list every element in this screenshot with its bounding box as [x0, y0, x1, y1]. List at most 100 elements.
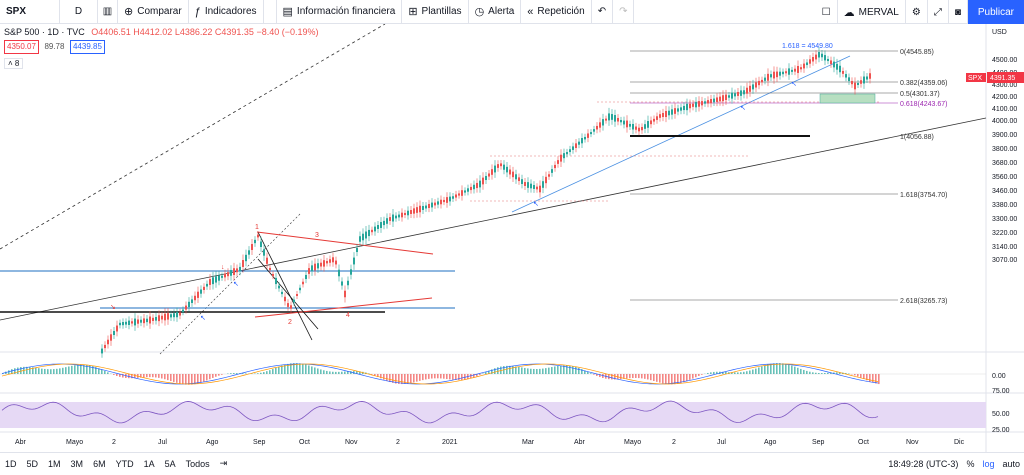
- publish-button[interactable]: Publicar: [968, 0, 1024, 24]
- price-tick[interactable]: 3220.00: [992, 230, 1017, 237]
- fullscreen-toggle[interactable]: ☐: [816, 0, 838, 24]
- rsi-tick-50[interactable]: 50.00: [992, 411, 1010, 418]
- settings-button[interactable]: ⚙: [906, 0, 928, 24]
- collapse-indicators-button[interactable]: ˄ 8: [4, 58, 23, 69]
- price-tick[interactable]: 3380.00: [992, 202, 1017, 209]
- chart-canvas[interactable]: 4500.004400.004300.004200.004100.004000.…: [0, 24, 1024, 454]
- candle-body: [437, 201, 439, 204]
- templates-button[interactable]: ⊞Plantillas: [402, 0, 468, 24]
- time-axis[interactable]: Abr Mayo 2 Jul Ago Sep Oct Nov 2 2021 Mar Abr Mayo 2 J…: [15, 439, 965, 446]
- clock-label[interactable]: 18:49:28 (UTC-3): [888, 459, 958, 469]
- range-3m[interactable]: 3M: [66, 459, 89, 469]
- price-tick[interactable]: 3680.00: [992, 160, 1017, 167]
- bar-style-button[interactable]: ▥: [98, 0, 118, 24]
- time-tick[interactable]: Ago: [764, 439, 777, 446]
- currency-label[interactable]: USD: [992, 29, 1007, 36]
- series-title[interactable]: S&P 500 · 1D · TVC: [4, 27, 85, 37]
- replay-button[interactable]: «Repetición: [521, 0, 591, 24]
- time-tick[interactable]: Oct: [858, 439, 869, 446]
- time-tick[interactable]: 2021: [442, 439, 458, 446]
- price-tick[interactable]: 3900.00: [992, 132, 1017, 139]
- candle-body: [257, 235, 259, 238]
- buy-price-box[interactable]: 4439.85: [70, 40, 105, 54]
- range-1m[interactable]: 1M: [43, 459, 66, 469]
- snapshot-button[interactable]: ◙: [949, 0, 968, 24]
- candlestick-series[interactable]: [101, 47, 871, 358]
- candle-body: [746, 88, 748, 94]
- price-tick[interactable]: 3300.00: [992, 216, 1017, 223]
- range-5a[interactable]: 5A: [160, 459, 181, 469]
- time-tick[interactable]: Abr: [15, 439, 27, 446]
- time-tick[interactable]: Nov: [345, 439, 358, 446]
- alert-button[interactable]: ◷Alerta: [469, 0, 522, 24]
- indicators-dropdown[interactable]: [264, 0, 277, 24]
- layout-button[interactable]: ☁MERVAL: [838, 0, 906, 24]
- low-value: L4386.22: [175, 27, 213, 37]
- time-tick[interactable]: Ago: [206, 439, 219, 446]
- price-tick[interactable]: 4300.00: [992, 82, 1017, 89]
- range-1d[interactable]: 1D: [0, 459, 22, 469]
- price-tick[interactable]: 3140.00: [992, 244, 1017, 251]
- price-tick[interactable]: 3460.00: [992, 188, 1017, 195]
- undo-button[interactable]: ↶: [592, 0, 613, 24]
- range-ytd[interactable]: YTD: [111, 459, 139, 469]
- time-tick[interactable]: Dic: [954, 439, 965, 446]
- candle-body: [773, 72, 775, 79]
- percent-toggle[interactable]: %: [966, 459, 974, 469]
- candle-body: [839, 66, 841, 72]
- time-tick[interactable]: Mar: [522, 439, 535, 446]
- time-tick[interactable]: Jul: [158, 439, 167, 446]
- time-tick[interactable]: 2: [396, 439, 400, 446]
- auto-toggle[interactable]: auto: [1002, 459, 1020, 469]
- range-all[interactable]: Todos: [181, 459, 215, 469]
- candle-body: [122, 322, 124, 325]
- candle-body: [764, 78, 766, 81]
- macd-bar: [497, 367, 499, 374]
- financials-button[interactable]: ▤Información financiera: [277, 0, 403, 24]
- symbol-search-button[interactable]: SPX: [0, 0, 60, 24]
- macd-pane[interactable]: [0, 363, 986, 385]
- macd-zero-label[interactable]: 0.00: [992, 373, 1006, 380]
- time-tick[interactable]: Mayo: [624, 439, 641, 446]
- rsi-tick-75[interactable]: 75.00: [992, 388, 1010, 395]
- candle-body: [527, 182, 529, 188]
- compare-button[interactable]: ⊕Comparar: [118, 0, 189, 24]
- price-tick[interactable]: 4100.00: [992, 106, 1017, 113]
- time-tick[interactable]: Jul: [717, 439, 726, 446]
- rsi-tick-25[interactable]: 25.00: [992, 427, 1010, 434]
- candle-body: [119, 323, 121, 325]
- fullscreen-button[interactable]: ⤢: [928, 0, 949, 24]
- price-tick[interactable]: 3070.00: [992, 257, 1017, 264]
- compare-label: Comparar: [137, 6, 181, 17]
- price-scale[interactable]: 4500.004400.004300.004200.004100.004000.…: [992, 57, 1017, 264]
- time-tick[interactable]: Sep: [253, 439, 266, 446]
- redo-button[interactable]: ↷: [613, 0, 634, 24]
- candle-body: [254, 240, 256, 243]
- candle-body: [434, 203, 436, 206]
- range-calendar-icon[interactable]: ⇥: [215, 458, 233, 469]
- time-tick[interactable]: Mayo: [66, 439, 83, 446]
- interval-button[interactable]: D: [60, 0, 98, 24]
- candle-body: [206, 284, 208, 287]
- time-tick[interactable]: 2: [672, 439, 676, 446]
- log-toggle[interactable]: log: [982, 459, 994, 469]
- time-tick[interactable]: Sep: [812, 439, 825, 446]
- time-tick[interactable]: Abr: [574, 439, 586, 446]
- range-1a[interactable]: 1A: [139, 459, 160, 469]
- macd-bar: [554, 366, 556, 374]
- price-tick[interactable]: 4500.00: [992, 57, 1017, 64]
- macd-bar: [338, 372, 340, 374]
- price-tick[interactable]: 4200.00: [992, 94, 1017, 101]
- time-tick[interactable]: 2: [112, 439, 116, 446]
- price-tick[interactable]: 3800.00: [992, 146, 1017, 153]
- sell-price-box[interactable]: 4350.07: [4, 40, 39, 54]
- price-tick[interactable]: 3560.00: [992, 174, 1017, 181]
- time-tick[interactable]: Nov: [906, 439, 919, 446]
- range-6m[interactable]: 6M: [88, 459, 111, 469]
- price-tick[interactable]: 4000.00: [992, 118, 1017, 125]
- time-tick[interactable]: Oct: [299, 439, 310, 446]
- candle-body: [524, 182, 526, 186]
- range-5d[interactable]: 5D: [22, 459, 44, 469]
- candle-body: [149, 317, 151, 324]
